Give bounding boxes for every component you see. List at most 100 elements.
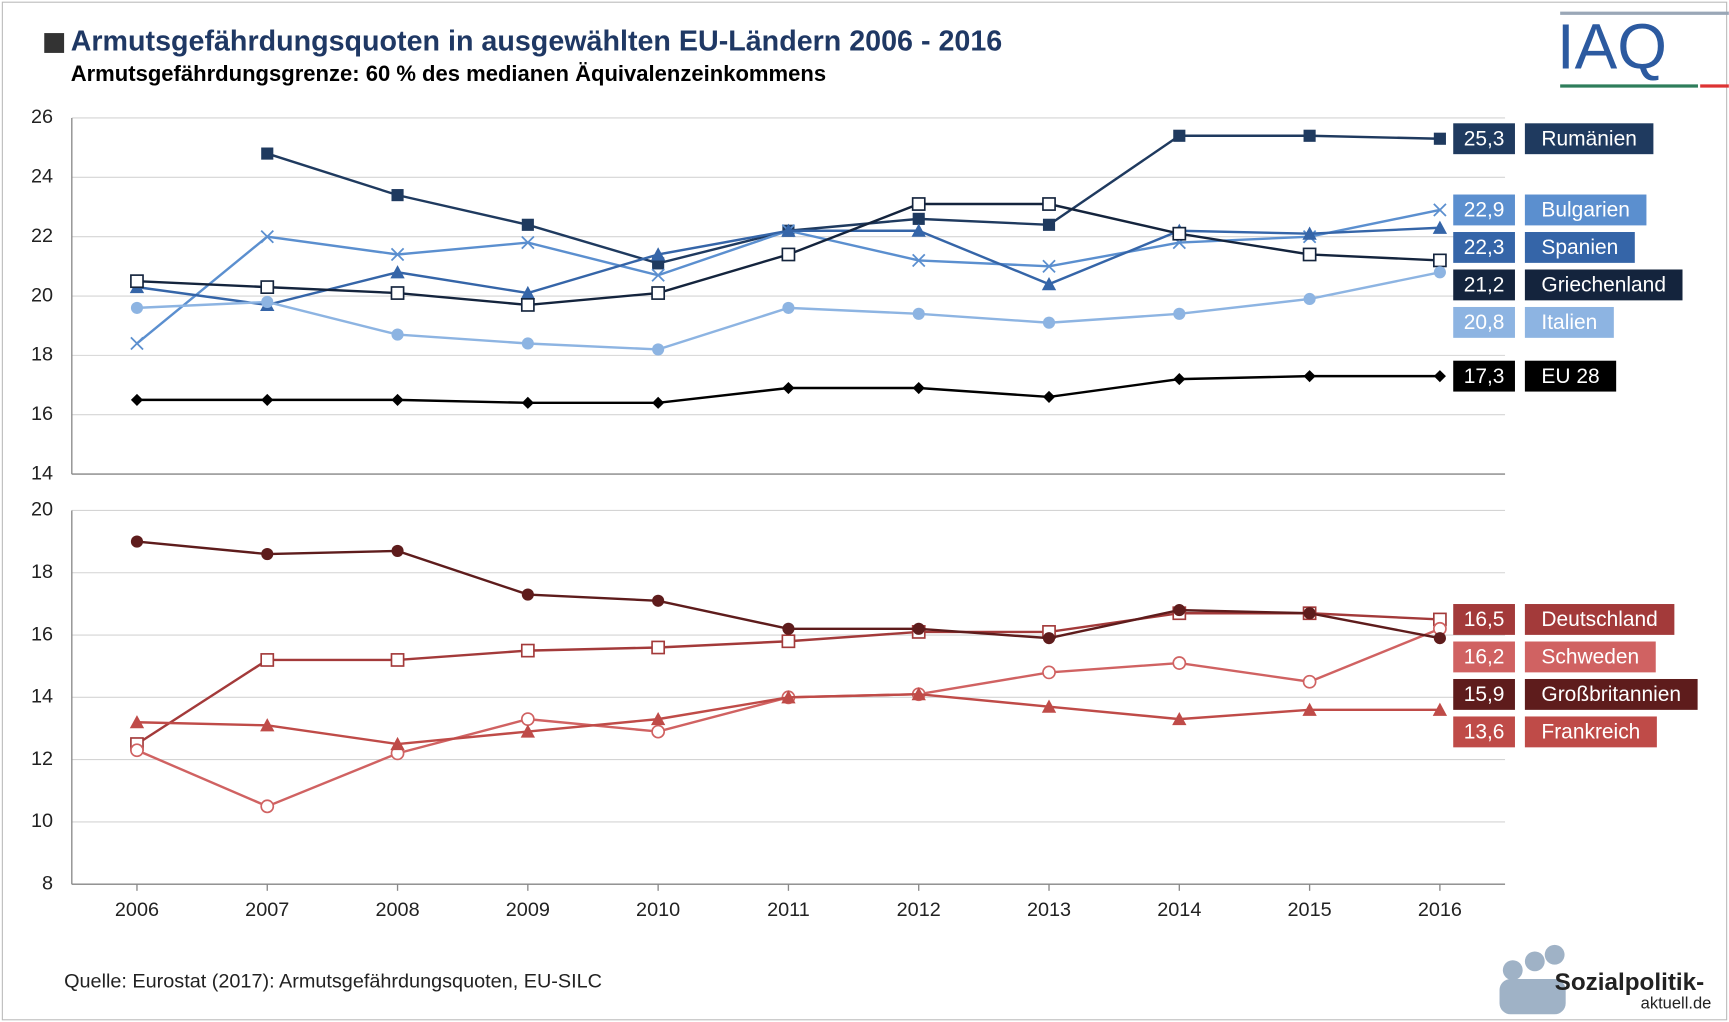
marker xyxy=(1043,198,1055,210)
title-bullet xyxy=(44,33,64,53)
y-tick-label: 26 xyxy=(31,106,53,128)
marker xyxy=(522,219,534,231)
marker xyxy=(1434,133,1446,145)
legend-label: Griechenland xyxy=(1541,274,1666,297)
marker xyxy=(1434,266,1446,278)
marker xyxy=(652,726,664,738)
source: Quelle: Eurostat (2017): Armutsgefährdun… xyxy=(64,971,602,993)
legend-label: Italien xyxy=(1541,311,1597,334)
marker xyxy=(261,548,273,560)
marker xyxy=(1173,308,1185,320)
marker xyxy=(522,588,534,600)
value-label: 13,6 xyxy=(1464,721,1505,744)
x-tick-label: 2006 xyxy=(115,899,159,921)
y-tick-label: 24 xyxy=(31,166,53,188)
marker xyxy=(652,641,664,653)
value-label: 15,9 xyxy=(1464,683,1505,706)
value-label: 21,2 xyxy=(1464,274,1505,297)
marker xyxy=(522,299,534,311)
value-label: 22,3 xyxy=(1464,236,1505,259)
marker xyxy=(782,248,794,260)
marker xyxy=(522,337,534,349)
marker xyxy=(131,275,143,287)
marker xyxy=(913,198,925,210)
marker xyxy=(782,635,794,647)
marker xyxy=(391,329,403,341)
marker xyxy=(1304,293,1316,305)
y-tick-label: 16 xyxy=(31,623,53,645)
marker xyxy=(391,189,403,201)
marker xyxy=(261,281,273,293)
marker xyxy=(913,213,925,225)
marker xyxy=(1173,657,1185,669)
value-label: 17,3 xyxy=(1464,365,1505,388)
x-tick-label: 2014 xyxy=(1157,899,1201,921)
marker xyxy=(1043,317,1055,329)
marker xyxy=(1304,676,1316,688)
marker xyxy=(1173,604,1185,616)
x-tick-label: 2010 xyxy=(636,899,680,921)
legend-label: Schweden xyxy=(1541,646,1639,669)
value-label: 16,5 xyxy=(1464,608,1505,631)
x-tick-label: 2013 xyxy=(1027,899,1071,921)
marker xyxy=(261,800,273,812)
marker xyxy=(1173,228,1185,240)
legend-label: EU 28 xyxy=(1541,365,1599,388)
marker xyxy=(913,623,925,635)
value-label: 20,8 xyxy=(1464,311,1505,334)
marker xyxy=(261,296,273,308)
y-tick-label: 20 xyxy=(31,284,53,306)
logo2: Sozialpolitik- xyxy=(1555,969,1705,996)
marker xyxy=(391,654,403,666)
y-tick-label: 12 xyxy=(31,748,53,770)
y-tick-label: 16 xyxy=(31,403,53,425)
chart-title: Armutsgefährdungsquoten in ausgewählten … xyxy=(71,26,1003,58)
marker xyxy=(522,713,534,725)
legend-label: Spanien xyxy=(1541,236,1618,259)
y-tick-label: 14 xyxy=(31,686,53,708)
x-tick-label: 2009 xyxy=(506,899,550,921)
marker xyxy=(1304,607,1316,619)
marker xyxy=(261,654,273,666)
y-tick-label: 20 xyxy=(31,499,53,521)
marker xyxy=(782,302,794,314)
marker xyxy=(1434,254,1446,266)
y-tick-label: 10 xyxy=(31,810,53,832)
marker xyxy=(1173,130,1185,142)
x-tick-label: 2015 xyxy=(1288,899,1332,921)
y-tick-label: 22 xyxy=(31,225,53,247)
y-tick-label: 18 xyxy=(31,561,53,583)
marker xyxy=(522,645,534,657)
x-tick-label: 2016 xyxy=(1418,899,1462,921)
marker xyxy=(261,148,273,160)
marker xyxy=(782,623,794,635)
marker xyxy=(1043,666,1055,678)
marker xyxy=(131,744,143,756)
y-tick-label: 8 xyxy=(42,872,53,894)
legend-label: Bulgarien xyxy=(1541,199,1629,222)
legend-label: Rumänien xyxy=(1541,127,1636,150)
marker xyxy=(1434,632,1446,644)
legend-label: Frankreich xyxy=(1541,721,1640,744)
value-label: 25,3 xyxy=(1464,127,1505,150)
chart: Armutsgefährdungsquoten in ausgewählten … xyxy=(0,0,1729,1022)
marker xyxy=(1304,248,1316,260)
legend-label: Großbritannien xyxy=(1541,683,1681,706)
marker xyxy=(1043,219,1055,231)
legend-label: Deutschland xyxy=(1541,608,1657,631)
marker xyxy=(1304,130,1316,142)
chart-subtitle: Armutsgefährdungsgrenze: 60 % des median… xyxy=(71,61,826,86)
y-tick-label: 18 xyxy=(31,344,53,366)
marker xyxy=(652,595,664,607)
marker xyxy=(131,536,143,548)
x-tick-label: 2012 xyxy=(897,899,941,921)
value-label: 16,2 xyxy=(1464,646,1505,669)
marker xyxy=(913,308,925,320)
marker xyxy=(1043,632,1055,644)
y-tick-label: 14 xyxy=(31,462,53,484)
marker xyxy=(131,302,143,314)
x-tick-label: 2008 xyxy=(375,899,419,921)
marker xyxy=(652,287,664,299)
value-label: 22,9 xyxy=(1464,199,1505,222)
marker xyxy=(391,545,403,557)
